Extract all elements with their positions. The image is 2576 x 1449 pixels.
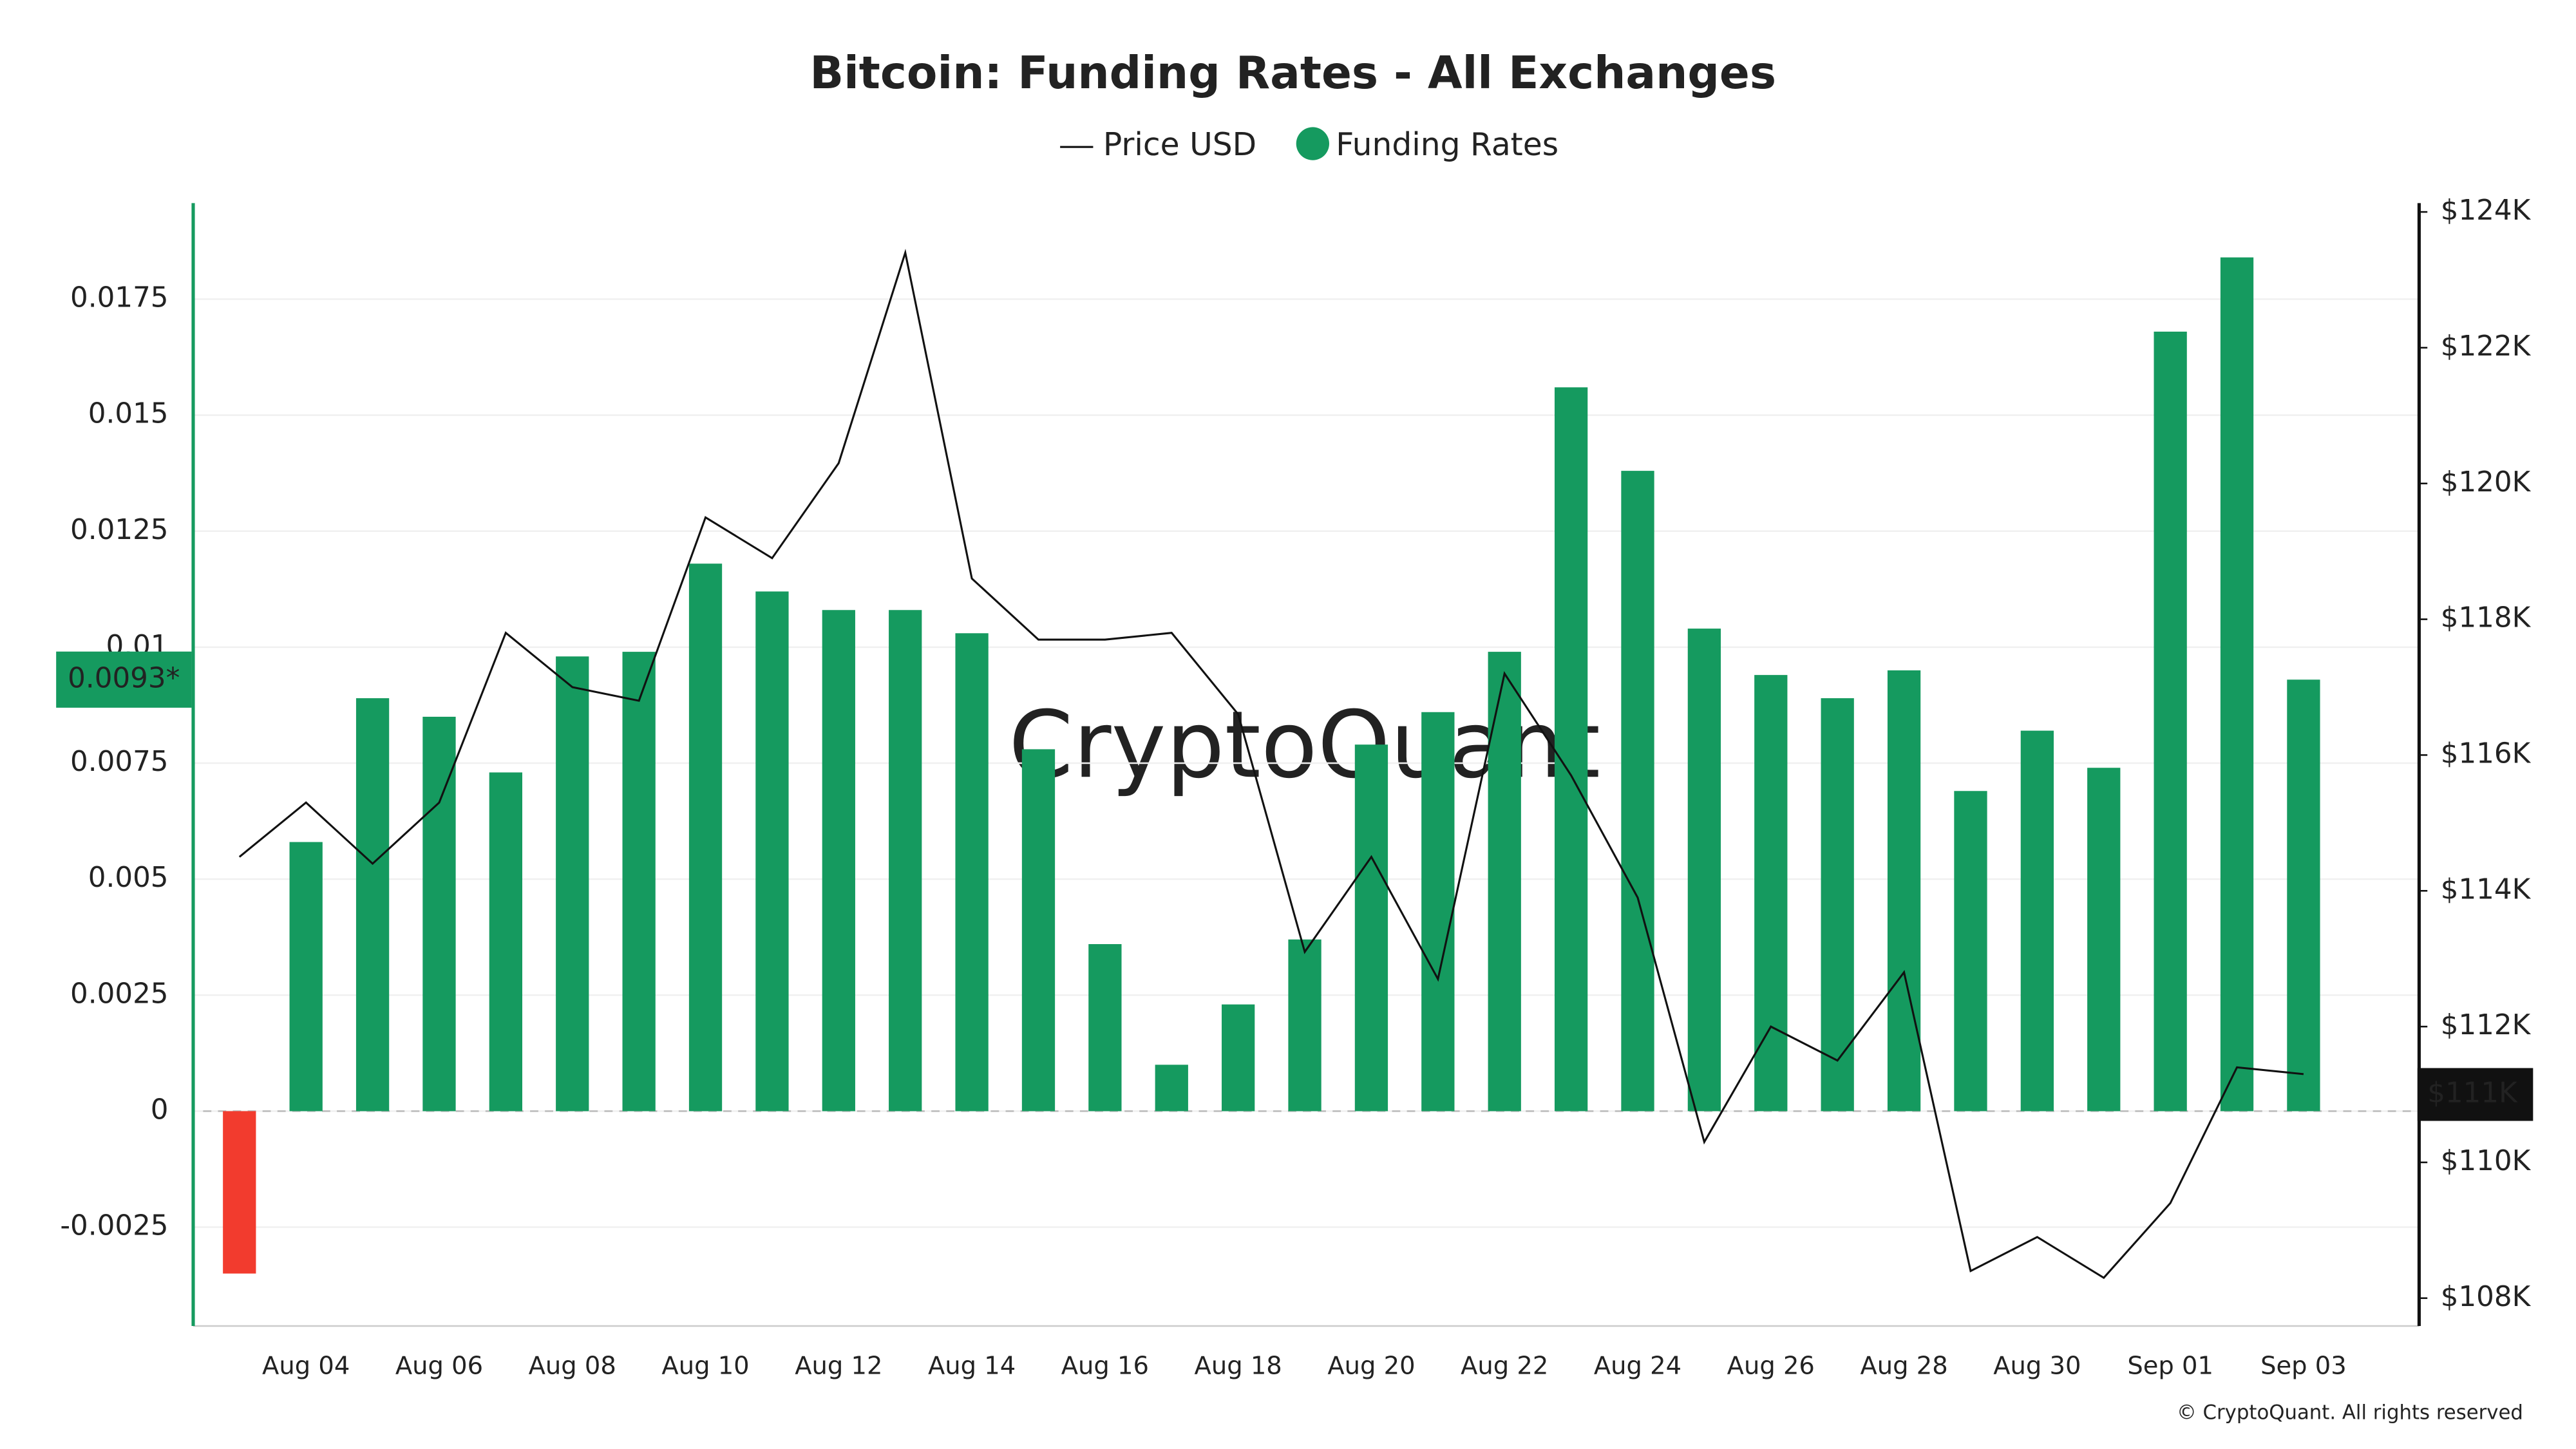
bar <box>1821 698 1854 1112</box>
value-badge-label: $111K <box>2427 1077 2518 1110</box>
bar <box>1421 712 1455 1112</box>
bar <box>755 591 789 1112</box>
bar <box>1687 629 1721 1112</box>
y2-tick-label: $114K <box>2441 873 2532 905</box>
x-tick-label: Aug 18 <box>1195 1352 1282 1381</box>
legend-swatch <box>1296 127 1330 160</box>
bar <box>688 564 723 1112</box>
legend: Price USD Funding Rates <box>1060 127 1558 163</box>
bar <box>1354 744 1388 1112</box>
y-tick-label: 0.015 <box>88 398 169 430</box>
y2-tick-label: $118K <box>2441 602 2532 634</box>
y-tick-label: 0.005 <box>88 862 169 894</box>
price-line <box>238 249 2304 1280</box>
x-tick-label: Aug 08 <box>529 1352 616 1381</box>
x-tick-label: Aug 04 <box>262 1352 350 1381</box>
bar <box>889 610 922 1112</box>
y2-tick-label: $110K <box>2441 1145 2532 1177</box>
bar <box>1954 791 1987 1112</box>
y-tick-label: 0 <box>151 1094 169 1126</box>
x-tick-label: Aug 22 <box>1461 1352 1548 1381</box>
y-tick-label: 0.0175 <box>70 282 168 314</box>
x-tick-label: Aug 26 <box>1727 1352 1815 1381</box>
y-tick-label: 0.0025 <box>70 978 168 1010</box>
bar <box>2287 679 2320 1112</box>
y2-tick-label: $108K <box>2441 1281 2532 1313</box>
x-tick-label: Aug 06 <box>395 1352 483 1381</box>
y-tick-label: -0.0025 <box>60 1210 168 1242</box>
value-badge-label: 0.0093* <box>68 662 180 694</box>
bar <box>622 652 656 1112</box>
chart-title: Bitcoin: Funding Rates - All Exchanges <box>810 48 1776 99</box>
bar <box>1488 652 1521 1112</box>
bar <box>2020 730 2054 1112</box>
value-badge <box>56 651 192 708</box>
y2-tick-label: $124K <box>2441 194 2532 227</box>
bar <box>1155 1065 1188 1112</box>
x-tick-label: Aug 30 <box>1993 1352 2081 1381</box>
bar <box>1887 670 1921 1112</box>
x-tick-label: Aug 20 <box>1327 1352 1415 1381</box>
x-tick-label: Aug 16 <box>1061 1352 1149 1381</box>
y-tick-label: 0.0125 <box>70 514 168 546</box>
y-tick-label: 0.0075 <box>70 746 168 778</box>
bar <box>1754 675 1788 1112</box>
x-tick-label: Aug 14 <box>928 1352 1016 1381</box>
y2-tick-label: $112K <box>2441 1009 2532 1041</box>
x-tick-label: Aug 10 <box>661 1352 749 1381</box>
bar <box>489 772 523 1112</box>
bar <box>223 1111 256 1274</box>
bar <box>2154 331 2187 1112</box>
bar <box>355 698 390 1112</box>
bar <box>1554 387 1588 1112</box>
y2-tick-label: $116K <box>2441 737 2532 770</box>
bar <box>2087 768 2121 1112</box>
bar <box>1222 1004 1255 1112</box>
legend-label: Funding Rates <box>1336 127 1558 163</box>
x-tick-label: Aug 28 <box>1860 1352 1947 1381</box>
x-tick-label: Aug 12 <box>795 1352 882 1381</box>
value-badge <box>2417 1068 2533 1121</box>
bar <box>1288 939 1321 1112</box>
legend-label: Price USD <box>1103 127 1256 163</box>
bar <box>1088 944 1122 1112</box>
bar <box>822 610 855 1112</box>
bar <box>955 633 989 1112</box>
bar <box>556 656 589 1112</box>
bar <box>1021 749 1056 1112</box>
x-tick-label: Sep 03 <box>2260 1352 2347 1381</box>
y2-tick-label: $120K <box>2441 466 2532 498</box>
x-tick-label: Sep 01 <box>2127 1352 2213 1381</box>
y2-tick-label: $122K <box>2441 330 2532 363</box>
bar <box>422 716 456 1112</box>
bar <box>289 842 323 1112</box>
x-tick-label: Aug 24 <box>1594 1352 1681 1381</box>
bar <box>1621 471 1654 1112</box>
bar <box>2220 257 2254 1112</box>
footer: © CryptoQuant. All rights reserved <box>2177 1401 2523 1424</box>
